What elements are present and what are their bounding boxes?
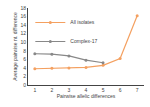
svg-text:16: 16 (20, 13, 26, 19)
svg-text:3: 3 (68, 87, 71, 93)
svg-text:7: 7 (136, 87, 139, 93)
svg-text:5: 5 (102, 87, 105, 93)
svg-text:2: 2 (50, 87, 53, 93)
svg-text:Complex-17: Complex-17 (70, 38, 97, 44)
svg-text:6: 6 (119, 87, 122, 93)
svg-text:18: 18 (20, 5, 26, 11)
svg-text:0: 0 (23, 82, 26, 88)
svg-text:12: 12 (20, 30, 26, 36)
svg-text:Average pairwise nt. differenc: Average pairwise nt. difference (12, 12, 18, 81)
svg-text:4: 4 (85, 87, 88, 93)
svg-text:All isolates: All isolates (70, 19, 94, 25)
svg-text:14: 14 (20, 22, 26, 28)
svg-text:4: 4 (23, 65, 26, 71)
svg-text:10: 10 (20, 39, 26, 45)
svg-text:6: 6 (23, 56, 26, 62)
svg-text:1: 1 (33, 87, 36, 93)
svg-text:Pairwise allelic differences: Pairwise allelic differences (57, 93, 116, 99)
svg-text:8: 8 (23, 48, 26, 54)
svg-text:2: 2 (23, 73, 26, 79)
